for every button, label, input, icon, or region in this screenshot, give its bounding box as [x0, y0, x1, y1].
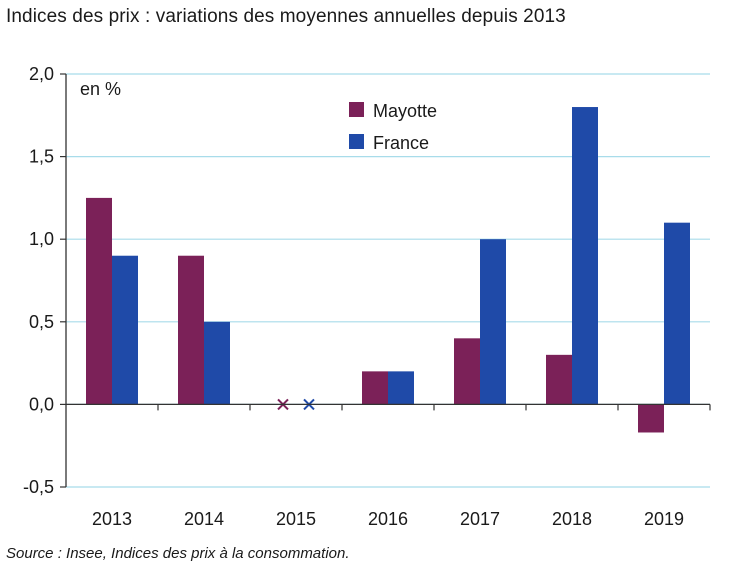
y-tick-label: 0,5	[29, 312, 54, 332]
unit-label: en %	[80, 79, 121, 99]
y-tick-label: 0,0	[29, 394, 54, 414]
y-tick-label: 1,0	[29, 229, 54, 249]
bar-france-2016	[388, 371, 414, 405]
bars	[86, 107, 690, 433]
y-tick-label: 2,0	[29, 64, 54, 84]
y-axis-ticks: 2,0 1,5 1,0 0,5 0,0 -0,5	[23, 64, 66, 497]
bar-mayotte-2019	[638, 404, 664, 433]
bar-france-2014	[204, 321, 230, 405]
legend-swatch-france	[349, 134, 364, 149]
bar-france-2017	[480, 239, 506, 405]
x-category-label: 2018	[552, 509, 592, 529]
x-category-label: 2019	[644, 509, 684, 529]
bar-mayotte-2017	[454, 338, 480, 405]
bar-mayotte-2014	[178, 255, 204, 405]
bar-france-2019	[664, 222, 690, 405]
x-axis-categories: 2013 2014 2015 2016 2017 2018 2019	[92, 404, 711, 529]
bar-france-2013	[112, 255, 138, 405]
bar-france-2018	[572, 107, 598, 405]
x-category-label: 2016	[368, 509, 408, 529]
source-note: Source : Insee, Indices des prix à la co…	[6, 545, 350, 562]
bar-mayotte-2013	[86, 197, 112, 405]
bar-mayotte-2018	[546, 354, 572, 405]
x-category-label: 2017	[460, 509, 500, 529]
x-category-label: 2015	[276, 509, 316, 529]
legend: Mayotte France	[349, 101, 437, 153]
x-category-label: 2014	[184, 509, 224, 529]
x-category-label: 2013	[92, 509, 132, 529]
y-tick-label: -0,5	[23, 477, 54, 497]
chart-title: Indices des prix : variations des moyenn…	[6, 6, 566, 27]
legend-swatch-mayotte	[349, 102, 364, 117]
legend-label-france: France	[373, 133, 429, 153]
bar-mayotte-2016	[362, 371, 388, 405]
y-tick-label: 1,5	[29, 147, 54, 167]
legend-label-mayotte: Mayotte	[373, 101, 437, 121]
